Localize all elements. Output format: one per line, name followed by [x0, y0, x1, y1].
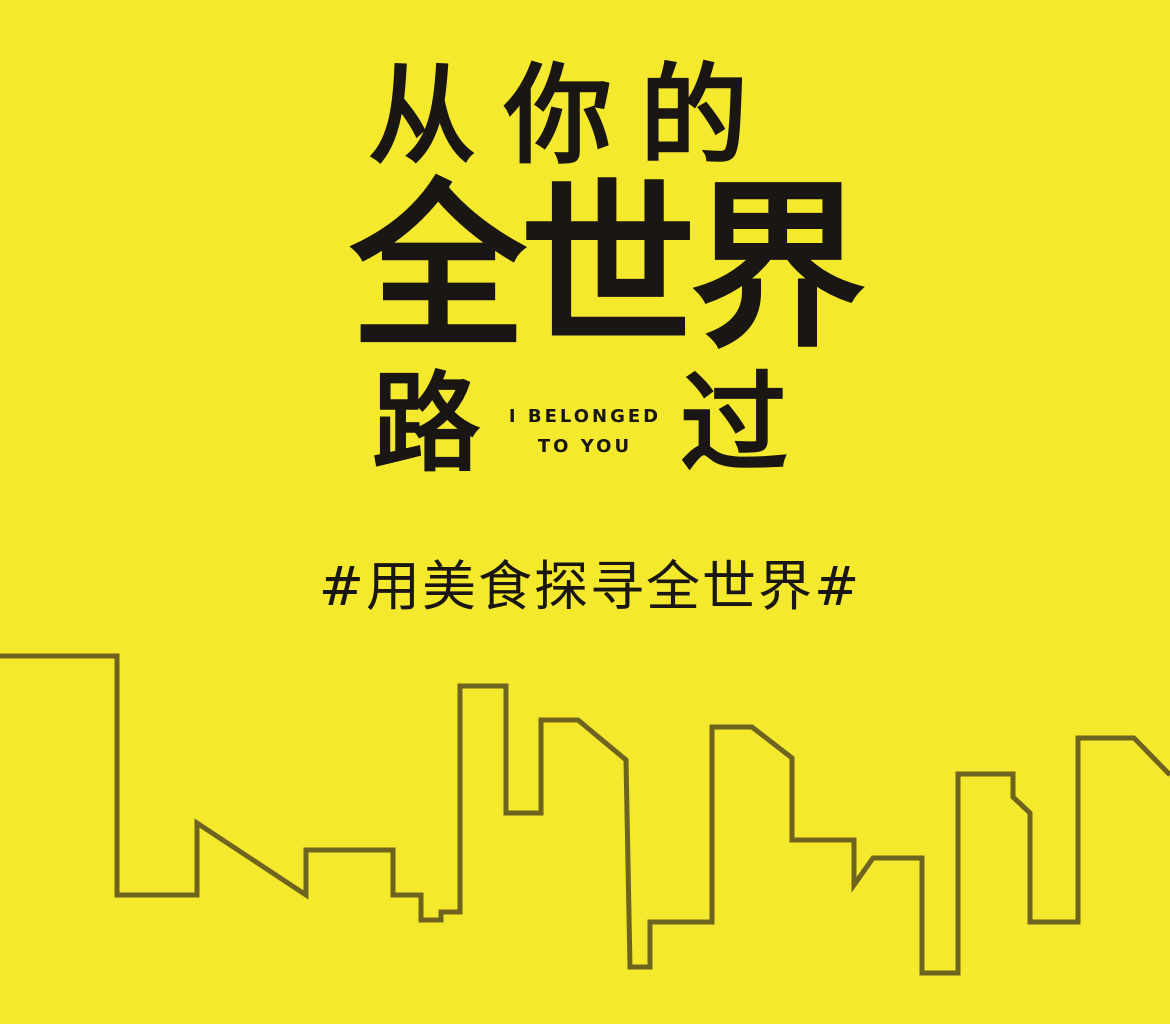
- english-subtitle-line-1: I BELONGED: [508, 406, 662, 427]
- title-line-2: 全世界: [350, 161, 866, 373]
- skyline-line: [0, 653, 1170, 976]
- tagline: #用美食探寻全世界#: [318, 555, 862, 618]
- english-subtitle-line-2: TO YOU: [537, 436, 633, 457]
- title-line-1: 从你的: [368, 53, 777, 179]
- english-subtitle: I BELONGED TO YOU: [505, 402, 665, 462]
- title-line-3-left: 路: [372, 361, 481, 487]
- title-line-3-right: 过: [680, 361, 789, 487]
